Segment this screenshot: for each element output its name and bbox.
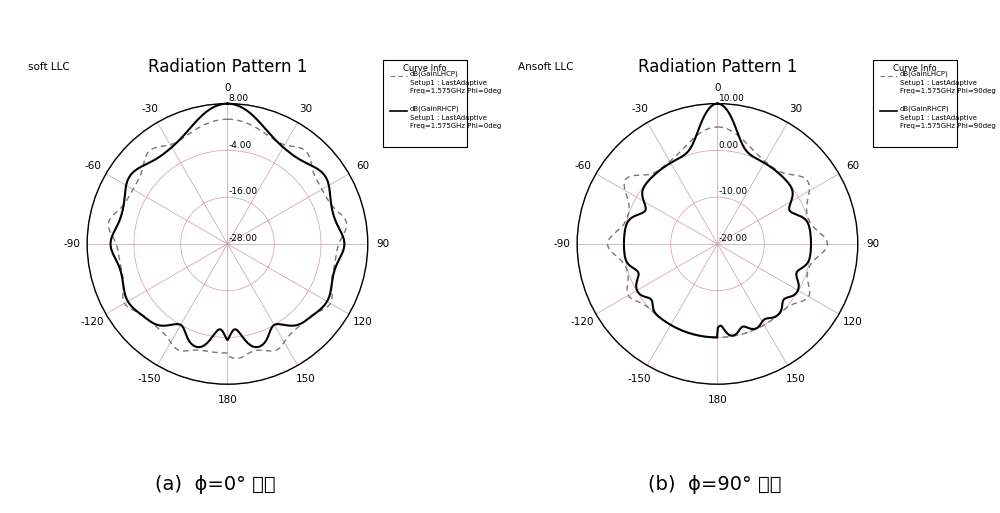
Text: Freq=1.575GHz Phi=0deg: Freq=1.575GHz Phi=0deg <box>410 123 501 129</box>
Text: 90: 90 <box>867 239 880 249</box>
Text: 180: 180 <box>708 394 727 405</box>
Text: 60: 60 <box>846 161 859 171</box>
Text: (a)  ϕ=0° 平面: (a) ϕ=0° 平面 <box>155 475 275 495</box>
Text: (b)  ϕ=90° 平面: (b) ϕ=90° 平面 <box>648 475 782 495</box>
Text: Freq=1.575GHz Phi=90deg: Freq=1.575GHz Phi=90deg <box>900 88 996 94</box>
Text: 10.00: 10.00 <box>719 94 745 103</box>
FancyBboxPatch shape <box>873 60 957 147</box>
Text: Curve Info: Curve Info <box>403 64 447 73</box>
Text: -150: -150 <box>138 374 161 384</box>
Text: 120: 120 <box>352 317 372 327</box>
Text: -120: -120 <box>81 317 104 327</box>
Text: 0: 0 <box>714 83 721 93</box>
Text: 150: 150 <box>785 374 805 384</box>
Text: 150: 150 <box>295 374 315 384</box>
Text: -90: -90 <box>63 239 80 249</box>
Text: 90: 90 <box>377 239 390 249</box>
FancyBboxPatch shape <box>383 60 467 147</box>
Text: -30: -30 <box>631 104 648 114</box>
Text: 0: 0 <box>224 83 231 93</box>
Text: 8.00: 8.00 <box>229 94 249 103</box>
Text: Setup1 : LastAdaptive: Setup1 : LastAdaptive <box>410 114 487 121</box>
Text: 30: 30 <box>299 104 312 114</box>
Text: dB(GainRHCP): dB(GainRHCP) <box>410 106 459 112</box>
Text: Setup1 : LastAdaptive: Setup1 : LastAdaptive <box>410 80 487 86</box>
Text: dB(GainLHCP): dB(GainLHCP) <box>410 71 459 77</box>
Text: -60: -60 <box>574 161 591 171</box>
Text: -120: -120 <box>571 317 594 327</box>
Text: dB(GainLHCP): dB(GainLHCP) <box>900 71 949 77</box>
Text: 0.00: 0.00 <box>719 141 739 150</box>
Text: Radiation Pattern 1: Radiation Pattern 1 <box>148 58 307 76</box>
Text: Curve Info: Curve Info <box>893 64 937 73</box>
Text: Radiation Pattern 1: Radiation Pattern 1 <box>638 58 797 76</box>
Text: Setup1 : LastAdaptive: Setup1 : LastAdaptive <box>900 80 977 86</box>
Circle shape <box>577 104 858 384</box>
Text: -150: -150 <box>628 374 651 384</box>
Text: Setup1 : LastAdaptive: Setup1 : LastAdaptive <box>900 114 977 121</box>
Text: Freq=1.575GHz Phi=0deg: Freq=1.575GHz Phi=0deg <box>410 88 501 94</box>
Text: -20.00: -20.00 <box>719 234 748 243</box>
Circle shape <box>87 104 368 384</box>
Text: -10.00: -10.00 <box>719 187 748 196</box>
Text: -4.00: -4.00 <box>229 141 252 150</box>
Text: -28.00: -28.00 <box>229 234 258 243</box>
Text: -30: -30 <box>141 104 158 114</box>
Text: -60: -60 <box>84 161 101 171</box>
Text: Ansoft LLC: Ansoft LLC <box>518 62 574 72</box>
Text: 120: 120 <box>842 317 862 327</box>
Text: 30: 30 <box>789 104 802 114</box>
Text: 180: 180 <box>218 394 237 405</box>
Text: soft LLC: soft LLC <box>28 62 70 72</box>
Text: dB(GainRHCP): dB(GainRHCP) <box>900 106 949 112</box>
Text: -90: -90 <box>553 239 570 249</box>
Text: -16.00: -16.00 <box>229 187 258 196</box>
Text: Freq=1.575GHz Phi=90deg: Freq=1.575GHz Phi=90deg <box>900 123 996 129</box>
Text: 60: 60 <box>356 161 369 171</box>
